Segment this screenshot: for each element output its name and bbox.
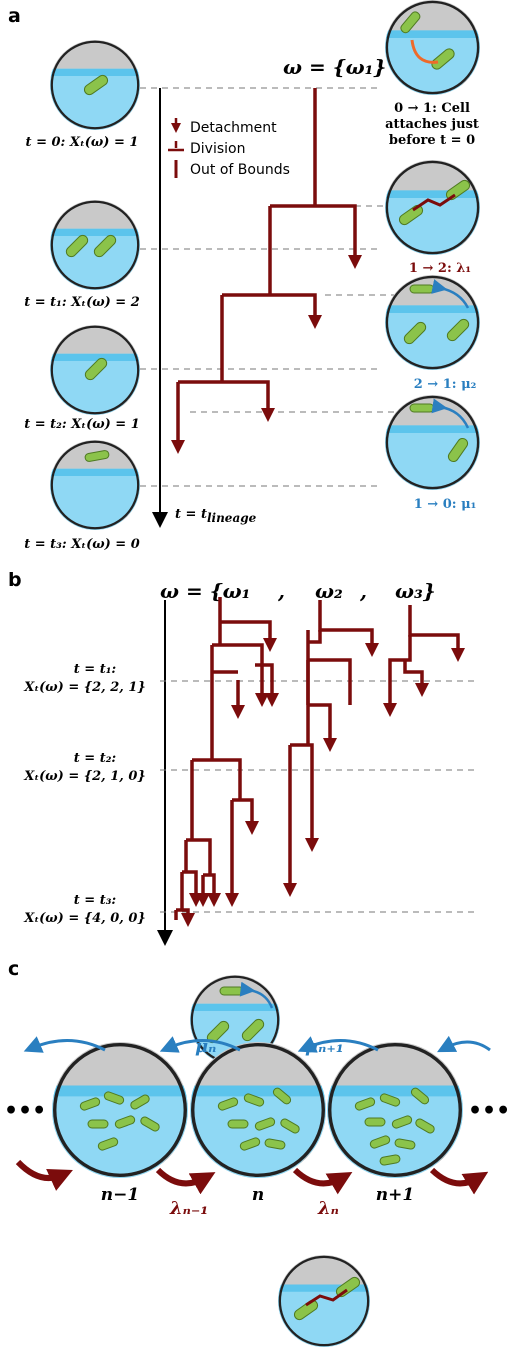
legend-label: Out of Bounds bbox=[190, 162, 290, 178]
transition-label: 1 → 0: μ₁ bbox=[414, 497, 477, 512]
rate-label: μₙ bbox=[195, 1036, 216, 1057]
omega-label: ω₃} bbox=[395, 579, 436, 603]
axis-label-sub: lineage bbox=[207, 511, 257, 525]
state-chain bbox=[52, 1042, 463, 1178]
time-label: t = t₃: bbox=[74, 893, 117, 908]
state-label: t = t₁: Xₜ(ω) = 2 bbox=[24, 295, 140, 310]
dish bbox=[190, 975, 280, 1065]
state-index: n−1 bbox=[101, 1185, 139, 1205]
state-label: Xₜ(ω) = {4, 0, 0} bbox=[23, 911, 146, 926]
state-label: t = t₃: Xₜ(ω) = 0 bbox=[24, 537, 140, 552]
time-label: t = t₂: bbox=[74, 751, 117, 766]
axis-arrow bbox=[157, 930, 173, 946]
axis-label: t = tlineage bbox=[175, 507, 257, 525]
panel-label: b bbox=[8, 569, 22, 591]
state-label: Xₜ(ω) = {2, 1, 0} bbox=[23, 769, 146, 784]
dashes bbox=[140, 87, 400, 487]
rate-label: λₙ bbox=[317, 1198, 339, 1219]
transition-label: 2 → 1: μ₂ bbox=[414, 377, 477, 392]
state-label: Xₜ(ω) = {2, 2, 1} bbox=[23, 680, 146, 695]
transition-label: 1 → 2: λ₁ bbox=[409, 261, 471, 276]
transition-label: attaches just bbox=[385, 117, 479, 132]
ellipsis: ••• bbox=[4, 1098, 46, 1124]
rate-label: μₙ₊₁ bbox=[305, 1036, 344, 1057]
state-index: n+1 bbox=[376, 1185, 414, 1205]
dish bbox=[385, 0, 480, 490]
axis-arrow bbox=[152, 512, 168, 528]
omega-label: ω₂ bbox=[315, 579, 343, 603]
axis-label-main: t = t bbox=[175, 507, 207, 522]
dish bbox=[278, 1255, 370, 1347]
state-index: n bbox=[252, 1185, 264, 1205]
dashes bbox=[160, 680, 475, 913]
omega-label: ω = {ω₁} bbox=[283, 55, 386, 79]
legend: Detachment Division Out of Bounds bbox=[168, 118, 290, 178]
omega-label: ω = {ω₁ bbox=[160, 579, 250, 603]
legend-label: Division bbox=[190, 141, 245, 157]
transition-label: before t = 0 bbox=[389, 133, 475, 148]
panel-label: c bbox=[8, 958, 19, 980]
omega-label: , bbox=[277, 579, 285, 603]
rate-label: λₙ₋₁ bbox=[169, 1198, 208, 1219]
transition-label: 0 → 1: Cell bbox=[394, 101, 470, 116]
state-label: t = t₂: Xₜ(ω) = 1 bbox=[24, 417, 140, 432]
lineage-tree bbox=[171, 88, 355, 454]
legend-label: Detachment bbox=[190, 120, 277, 136]
state-label: t = 0: Xₜ(ω) = 1 bbox=[26, 135, 139, 150]
omega-label: , bbox=[359, 579, 367, 603]
dish bbox=[50, 40, 140, 530]
panel-label: a bbox=[8, 5, 21, 27]
transition-arrows bbox=[15, 1035, 491, 1195]
time-label: t = t₁: bbox=[74, 662, 117, 677]
lineage-trees bbox=[174, 597, 465, 920]
ellipsis: ••• bbox=[468, 1098, 510, 1124]
